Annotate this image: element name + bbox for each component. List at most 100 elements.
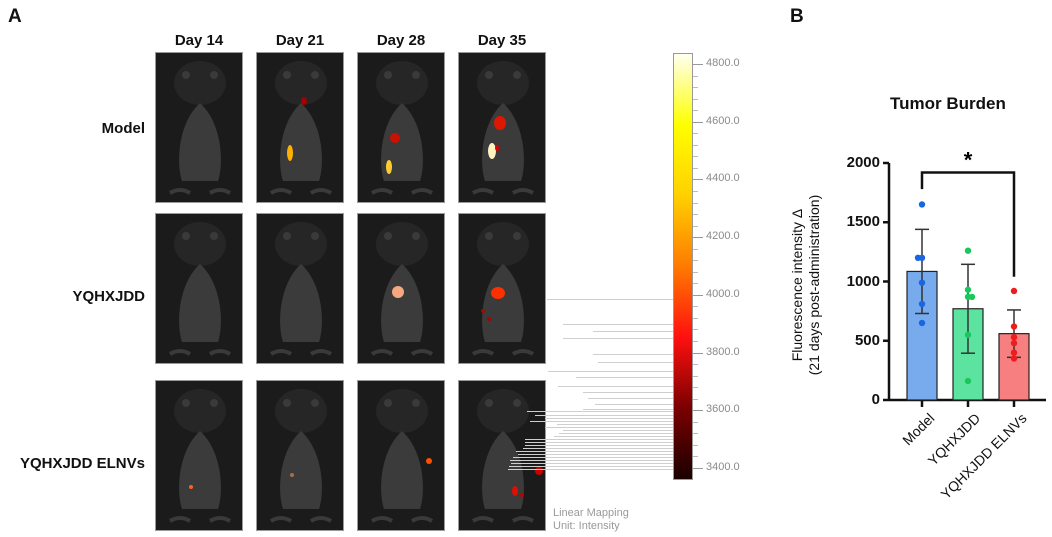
row-header-model: Model [101, 120, 145, 137]
histogram-line [576, 377, 673, 378]
colorbar-minor-tick [693, 98, 698, 100]
colorbar-minor-tick [693, 260, 698, 262]
colorbar-tick [693, 64, 703, 65]
colorbar-minor-tick [693, 375, 698, 377]
mouse-image [256, 213, 344, 364]
histogram-line [510, 460, 673, 461]
column-header-day35: Day 35 [477, 32, 527, 49]
colorbar-tick-label: 4600.0 [706, 114, 740, 127]
colorbar-tick-label: 3600.0 [706, 403, 740, 416]
histogram-line [593, 331, 673, 332]
colorbar-minor-tick [693, 87, 698, 89]
y-tick-label: 1000 [846, 272, 880, 290]
histogram-line [583, 409, 673, 410]
colorbar-minor-tick [693, 75, 698, 77]
colorbar-minor-tick [693, 444, 698, 446]
histogram-line [545, 418, 673, 419]
histogram-line [523, 448, 673, 449]
colorbar-minor-tick [693, 144, 698, 146]
colorbar-minor-tick [693, 306, 698, 308]
row-header-yqhxjdd: YQHXJDD [72, 288, 145, 305]
colorbar-tick-label: 4000.0 [706, 287, 740, 300]
mouse-image [256, 380, 344, 531]
colorbar-minor-tick [693, 156, 698, 158]
colorbar-tick-label: 3400.0 [706, 461, 740, 473]
panel-b-letter: B [790, 6, 804, 27]
mouse-image [357, 380, 445, 531]
colorbar-minor-tick [693, 329, 698, 331]
histogram-line [588, 398, 673, 399]
histogram-line [545, 427, 673, 428]
mouse-image [357, 213, 445, 364]
histogram-line [525, 442, 673, 443]
colorbar-minor-tick [693, 225, 698, 227]
colorbar [673, 53, 693, 480]
panel-a-letter: A [8, 6, 22, 27]
colorbar-tick [693, 468, 703, 469]
y-tick-label: 2000 [846, 154, 880, 171]
y-axis-title-line1: Fluorescence intensity Δ [789, 208, 805, 362]
histogram-line [583, 392, 673, 393]
column-header-day28: Day 28 [376, 32, 426, 49]
histogram-line [530, 421, 673, 422]
column-header-day14: Day 14 [174, 32, 224, 49]
mouse-image [458, 52, 546, 203]
histogram-line [563, 324, 673, 325]
histogram-line [558, 386, 673, 387]
colorbar-tick [693, 352, 703, 354]
colorbar-minor-tick [693, 190, 698, 192]
histogram-line [557, 424, 673, 425]
colorbar-tick-label: 3800.0 [706, 345, 740, 358]
colorbar-minor-tick [693, 317, 698, 319]
colorbar-tick-label: 4200.0 [706, 230, 740, 243]
y-tick-label: 500 [854, 331, 880, 349]
y-tick-label: 0 [871, 391, 880, 408]
colorbar-minor-tick [693, 110, 698, 112]
histogram-line [525, 445, 673, 446]
histogram-line [511, 463, 673, 464]
unit-label: Unit: Intensity [553, 520, 620, 532]
histogram-line [595, 404, 673, 405]
histogram-line [548, 371, 673, 372]
histogram-line [563, 430, 673, 431]
colorbar-footer: Linear Mapping Unit: Intensity [553, 507, 629, 533]
mouse-image [155, 52, 243, 203]
mouse-image [458, 213, 546, 364]
colorbar-minor-tick [693, 456, 698, 458]
colorbar-minor-tick [693, 387, 698, 389]
colorbar-tick [693, 294, 703, 296]
histogram-line [554, 436, 673, 437]
linear-mapping-label: Linear Mapping [553, 507, 629, 519]
y-tick-label: 1500 [846, 213, 880, 231]
row-header-yqhxjdd-elnvs: YQHXJDD ELNVs [19, 455, 145, 472]
colorbar-minor-tick [693, 421, 698, 423]
colorbar-minor-tick [693, 364, 698, 366]
colorbar-tick [693, 410, 703, 412]
x-tick-label: YQHXJDD ELNVs [937, 410, 1030, 503]
histogram-line [527, 411, 673, 412]
colorbar-tick [693, 121, 703, 123]
colorbar-minor-tick [693, 398, 698, 400]
colorbar-minor-tick [693, 214, 698, 216]
colorbar-minor-tick [693, 202, 698, 204]
histogram-line [563, 338, 673, 339]
colorbar-tick-label: 4400.0 [706, 172, 740, 185]
colorbar-minor-tick [693, 248, 698, 250]
mouse-image [357, 52, 445, 203]
colorbar-tick [693, 237, 703, 239]
histogram-line [509, 466, 673, 467]
histogram-line [535, 415, 673, 416]
mouse-image [155, 213, 243, 364]
colorbar-minor-tick [693, 433, 698, 435]
histogram-line [518, 454, 673, 455]
mouse-image [155, 380, 243, 531]
colorbar-tick-label: 4800.0 [706, 57, 740, 69]
colorbar-tick [693, 179, 703, 181]
histogram-line [593, 354, 673, 355]
colorbar-minor-tick [693, 283, 698, 285]
svg-text:*: * [964, 147, 973, 172]
bar-chart: * [883, 147, 1046, 407]
column-header-day21: Day 21 [275, 32, 325, 49]
histogram-line [525, 439, 673, 440]
histogram-line [559, 433, 673, 434]
